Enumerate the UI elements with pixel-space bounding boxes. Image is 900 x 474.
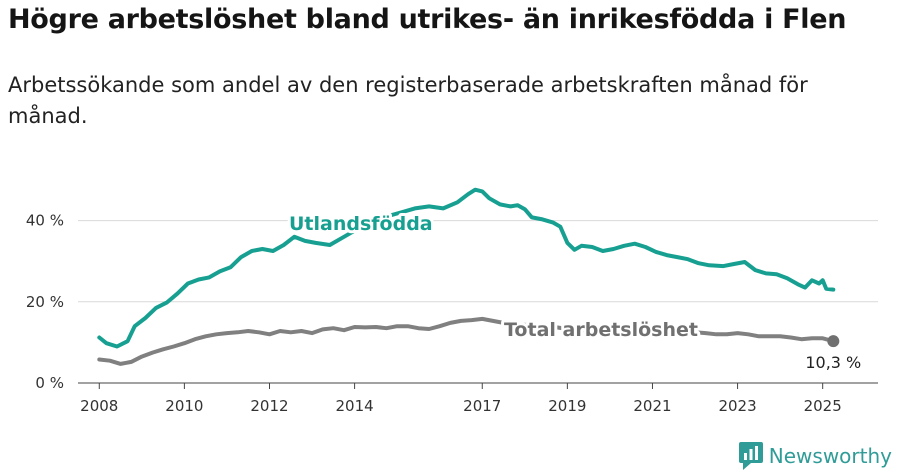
x-tick-label: 2010 <box>165 397 203 415</box>
x-tick-label: 2014 <box>336 397 374 415</box>
x-tick-label: 2017 <box>463 397 501 415</box>
y-tick-label: 0 % <box>35 374 64 392</box>
series-line-total <box>97 316 836 366</box>
x-tick-label: 2025 <box>804 397 842 415</box>
series-label-total: Total arbetslöshet <box>504 319 698 341</box>
series-line-utlandsfodda <box>97 187 836 349</box>
x-tick-label: 2019 <box>548 397 586 415</box>
x-tick-label: 2008 <box>80 397 118 415</box>
y-tick-label: 20 % <box>26 293 64 311</box>
chart-subtitle: Arbetssökande som andel av den registerb… <box>8 73 808 128</box>
series-end-label: 10,3 % <box>805 353 861 372</box>
x-tick-label: 2021 <box>633 397 671 415</box>
chart-title: Högre arbetslöshet bland utrikes- än inr… <box>8 4 847 35</box>
y-tick-label: 40 % <box>26 212 64 230</box>
series-label-utlandsfodda: Utlandsfödda <box>289 213 433 235</box>
x-tick-label: 2012 <box>250 397 288 415</box>
series-end-marker <box>827 335 840 348</box>
brand-name: Newsworthy <box>768 444 892 468</box>
brand-logo: Newsworthy <box>738 442 892 470</box>
newsworthy-logo-icon <box>738 442 763 470</box>
x-tick-label: 2023 <box>718 397 756 415</box>
